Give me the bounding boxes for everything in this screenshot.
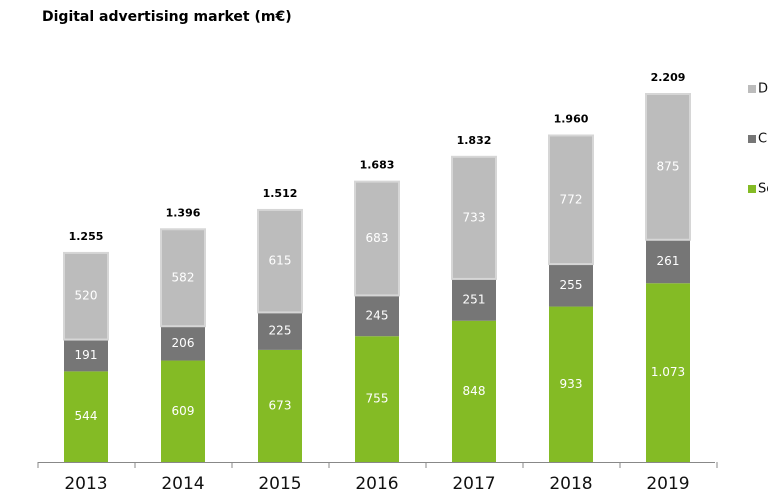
bar-segment: [548, 134, 594, 266]
total-label: 1.396: [166, 206, 201, 219]
bar-segment: [355, 295, 399, 337]
data-label: 683: [366, 231, 389, 245]
data-label: 673: [269, 398, 292, 412]
legend-label: D: [758, 82, 768, 97]
bar-segment: [355, 336, 399, 462]
bar-segment: [258, 349, 302, 462]
bar-segment: [354, 180, 400, 297]
bar-segment: [64, 339, 108, 372]
total-label: 1.683: [360, 159, 395, 172]
x-tick-label: 2017: [452, 474, 495, 494]
bar-segment: [257, 208, 303, 314]
data-label: 544: [75, 409, 98, 423]
total-label: 1.832: [457, 134, 492, 147]
legend-swatch: [748, 135, 756, 143]
x-tick-label: 2018: [549, 474, 592, 494]
bar-segment: [645, 93, 691, 241]
bar-segment: [258, 312, 302, 350]
bar-segment: [64, 371, 108, 462]
legend-label: Se: [758, 182, 768, 197]
x-tick-label: 2015: [258, 474, 301, 494]
data-label: 933: [560, 377, 583, 391]
bar-segment: [452, 278, 496, 321]
data-label: 615: [269, 254, 292, 268]
bar-segment: [549, 306, 593, 462]
data-label: 251: [463, 292, 486, 306]
legend-swatch: [748, 85, 756, 93]
data-label: 772: [560, 192, 583, 206]
bar-segment: [161, 326, 205, 361]
data-label: 191: [75, 348, 98, 362]
legend-label: Cl: [758, 132, 768, 147]
total-label: 1.255: [69, 230, 104, 243]
x-tick-label: 2019: [646, 474, 689, 494]
data-label: 609: [172, 404, 195, 418]
bar-segment: [452, 320, 496, 462]
bar-segment: [161, 360, 205, 462]
data-label: 206: [172, 336, 195, 350]
data-label: 582: [172, 270, 195, 284]
total-label: 1.960: [554, 112, 589, 125]
data-label: 1.073: [651, 365, 685, 379]
bar-segment: [451, 155, 497, 280]
bar-segment: [646, 239, 690, 284]
data-label: 261: [657, 254, 680, 268]
data-label: 255: [560, 278, 583, 292]
legend-swatch: [748, 185, 756, 193]
data-label: 755: [366, 392, 389, 406]
chart-title: Digital advertising market (m€): [42, 9, 292, 25]
x-tick-label: 2016: [355, 474, 398, 494]
x-tick-label: 2013: [64, 474, 107, 494]
data-label: 245: [366, 308, 389, 322]
data-label: 875: [657, 159, 680, 173]
bar-segment: [549, 264, 593, 307]
x-tick-label: 2014: [161, 474, 204, 494]
bar-segment: [160, 228, 206, 328]
bar-segment: [646, 283, 690, 462]
total-label: 2.209: [651, 71, 686, 84]
data-label: 848: [463, 384, 486, 398]
data-label: 733: [463, 210, 486, 224]
data-label: 225: [269, 324, 292, 338]
total-label: 1.512: [263, 187, 298, 200]
data-label: 520: [75, 289, 98, 303]
bar-segment: [63, 251, 109, 341]
